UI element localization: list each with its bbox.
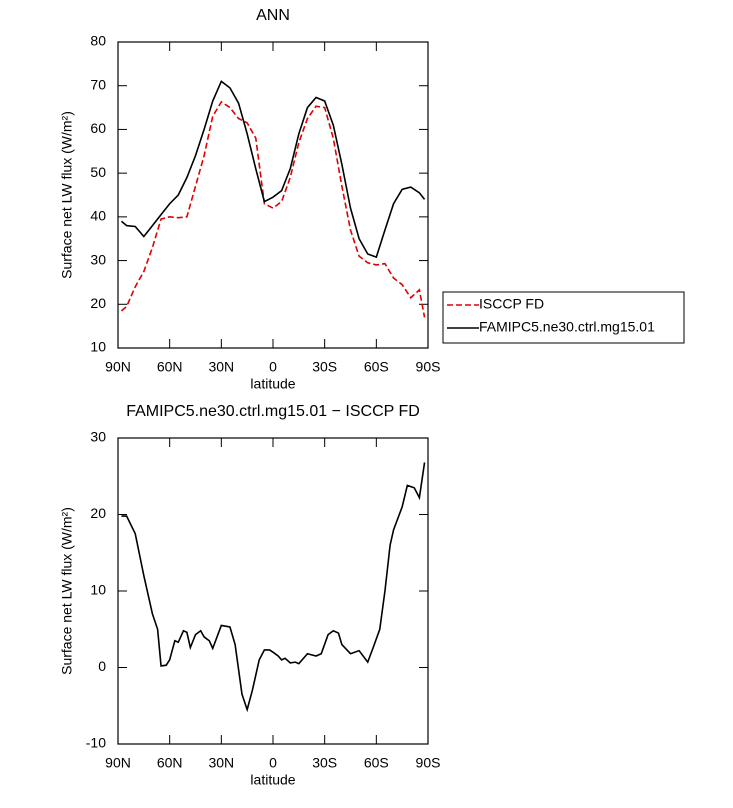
- x-tick-label: 30S: [312, 359, 337, 375]
- x-tick-label: 60S: [364, 755, 389, 771]
- x-tick-label: 90N: [105, 359, 131, 375]
- chart-title: FAMIPC5.ne30.ctrl.mg15.01 − ISCCP FD: [126, 403, 420, 420]
- y-tick-label: 20: [90, 295, 106, 311]
- x-tick-label: 30N: [208, 755, 234, 771]
- y-tick-label: 10: [90, 582, 106, 598]
- legend-label: FAMIPC5.ne30.ctrl.mg15.01: [479, 319, 655, 335]
- y-tick-label: 30: [90, 251, 106, 267]
- y-tick-label: 80: [90, 33, 106, 49]
- y-tick-label: 20: [90, 505, 106, 521]
- x-tick-label: 90S: [416, 755, 441, 771]
- x-tick-label: 0: [269, 755, 277, 771]
- y-tick-label: 0: [98, 658, 106, 674]
- plot-frame: [117, 437, 429, 745]
- y-tick-label: 50: [90, 164, 106, 180]
- data-line: [121, 462, 426, 713]
- y-tick-label: 40: [90, 208, 106, 224]
- y-axis-label: Surface net LW flux (W/m²): [59, 507, 75, 675]
- y-tick-label: 30: [90, 429, 106, 445]
- legend-label: ISCCP FD: [479, 296, 544, 312]
- x-axis-label: latitude: [250, 772, 295, 788]
- y-tick-label: 70: [90, 76, 106, 92]
- x-tick-label: 60S: [364, 359, 389, 375]
- y-axis-label: Surface net LW flux (W/m²): [59, 111, 75, 279]
- y-tick-label: -10: [86, 735, 106, 751]
- legend-box: [442, 291, 685, 344]
- x-axis-label: latitude: [250, 376, 295, 392]
- x-tick-label: 30N: [208, 359, 234, 375]
- x-tick-label: 60N: [157, 359, 183, 375]
- chart-title: ANN: [256, 7, 290, 24]
- x-tick-label: 30S: [312, 755, 337, 771]
- x-tick-label: 0: [269, 359, 277, 375]
- x-tick-label: 90S: [416, 359, 441, 375]
- y-tick-label: 10: [90, 339, 106, 355]
- data-line: [120, 100, 426, 318]
- x-tick-label: 90N: [105, 755, 131, 771]
- x-tick-label: 60N: [157, 755, 183, 771]
- data-line: [120, 80, 426, 259]
- plot-frame: [117, 41, 429, 349]
- y-tick-label: 60: [90, 120, 106, 136]
